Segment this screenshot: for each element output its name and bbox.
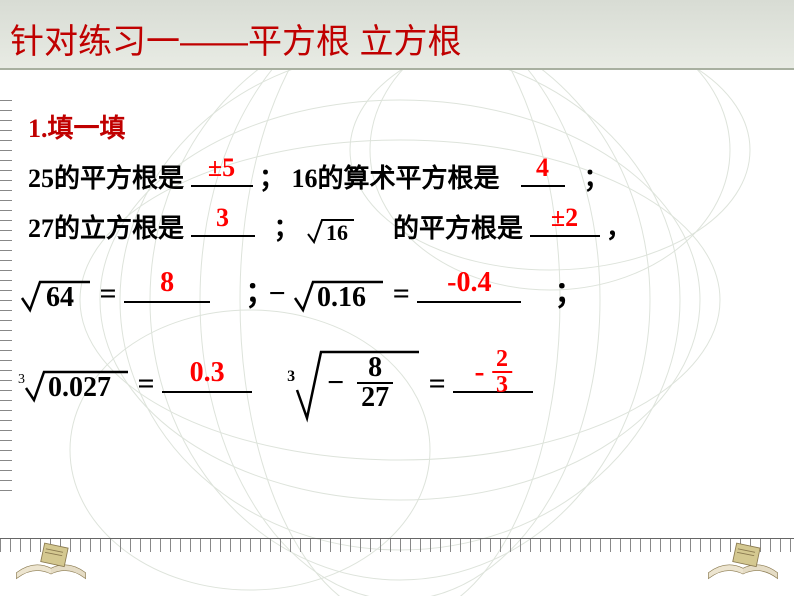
q2-text: 16的算术平方根是 bbox=[292, 164, 500, 193]
a8-num: 2 bbox=[492, 347, 512, 373]
line-3: 64 = 8 ； − 0.16 = -0.4 ； bbox=[20, 268, 584, 314]
ruler-left bbox=[0, 100, 12, 500]
q3-text: 27的立方根是 bbox=[28, 214, 184, 243]
book-icon-right bbox=[698, 530, 788, 590]
eq: = bbox=[100, 277, 125, 310]
answer-3: 3 bbox=[216, 203, 229, 233]
line-2: 27的立方根是 3 ； 16 的平方根是 ±2 ， bbox=[28, 208, 632, 247]
sqrt-16: 16 bbox=[306, 216, 356, 247]
answer-5: 8 bbox=[160, 267, 174, 299]
q1-post: ； bbox=[259, 164, 285, 193]
a8-den: 3 bbox=[492, 373, 512, 397]
q2-post: ； bbox=[584, 164, 610, 193]
eq3: = bbox=[138, 367, 163, 400]
root-index-3b: 3 bbox=[287, 368, 295, 386]
book-icon-left bbox=[6, 530, 96, 590]
answer-8: - 2 3 bbox=[474, 347, 512, 397]
answer-6: -0.4 bbox=[447, 267, 491, 299]
line-4: 3 0.027 = 0.3 3 − 8 27 = - 2 bbox=[20, 348, 533, 424]
sqrt-016: 0.16 bbox=[293, 278, 385, 314]
sqrt-64: 64 bbox=[20, 278, 92, 314]
eq2: = bbox=[393, 277, 418, 310]
page-title: 针对练习一——平方根 立方根 bbox=[10, 14, 461, 63]
frac-den-27: 27 bbox=[357, 384, 393, 412]
frac-num-8: 8 bbox=[357, 354, 393, 384]
eq4: = bbox=[429, 367, 454, 400]
content-area: 1.填一填 25的平方根是 ±5 ； 16的算术平方根是 4 ； 27的立方根是… bbox=[28, 108, 768, 145]
q4-end: ， bbox=[606, 214, 632, 243]
answer-4: ±2 bbox=[551, 203, 578, 233]
neg: − bbox=[269, 277, 286, 310]
answer-1: ±5 bbox=[208, 153, 235, 183]
ruler-bottom bbox=[0, 538, 794, 552]
radicand-16: 16 bbox=[326, 220, 348, 245]
q1-text: 25的平方根是 bbox=[28, 164, 184, 193]
line-1: 25的平方根是 ±5 ； 16的算术平方根是 4 ； bbox=[28, 158, 610, 195]
radicand-64: 64 bbox=[46, 282, 74, 313]
a8-neg: - bbox=[474, 355, 484, 389]
neg-inside: − bbox=[327, 366, 344, 400]
q4-text: 的平方根是 bbox=[393, 214, 523, 243]
end: ； bbox=[554, 277, 584, 310]
radicand-0027: 0.027 bbox=[48, 372, 111, 403]
answer-2: 4 bbox=[536, 153, 549, 183]
cbrt-0027: 3 0.027 bbox=[20, 368, 130, 404]
q3-post: ； bbox=[274, 214, 300, 243]
radicand-016: 0.16 bbox=[317, 282, 366, 313]
cbrt-neg-8-27: 3 − 8 27 bbox=[291, 348, 421, 424]
answer-7: 0.3 bbox=[190, 357, 225, 389]
root-index-3a: 3 bbox=[18, 372, 25, 388]
section-label: 1.填一填 bbox=[28, 108, 768, 145]
